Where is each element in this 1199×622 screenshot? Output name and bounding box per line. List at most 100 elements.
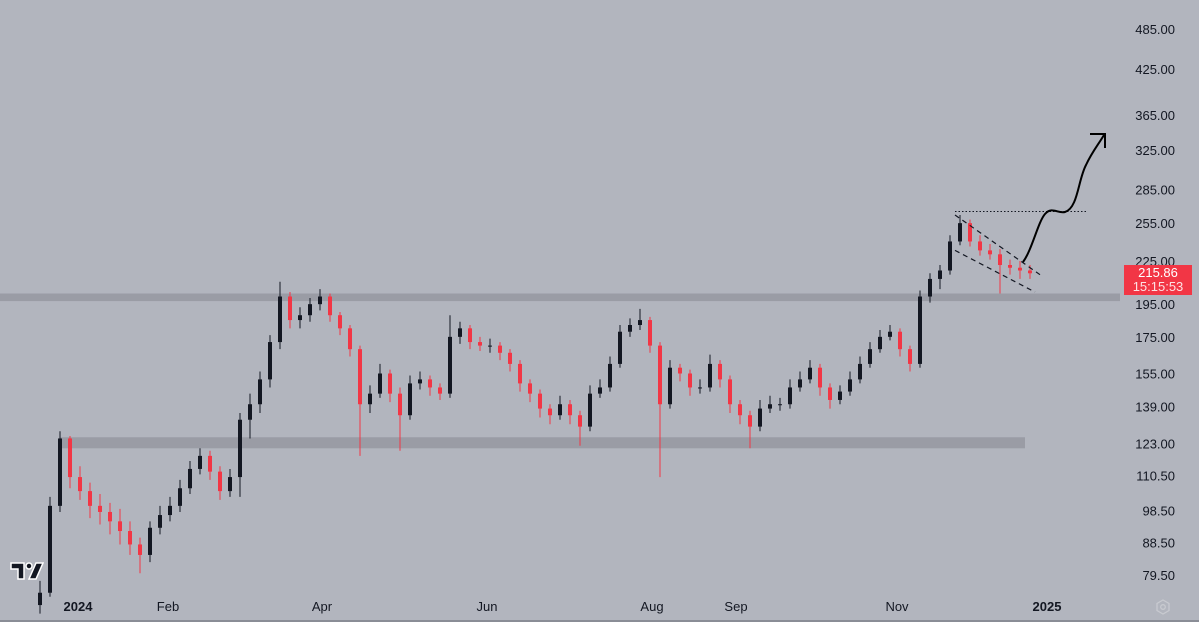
candle-body xyxy=(578,415,582,427)
price-axis[interactable]: 485.00 425.00 365.00 325.00 285.00 255.00 225.… xyxy=(1135,22,1175,583)
candle-body xyxy=(618,331,622,364)
candle-body xyxy=(598,387,602,394)
time-tick-label: Nov xyxy=(885,599,909,614)
candle-body xyxy=(928,278,932,297)
candle-body xyxy=(398,393,402,416)
candle-body xyxy=(818,367,822,388)
candle-body xyxy=(128,531,132,545)
candle-body xyxy=(998,254,1002,266)
candle-body xyxy=(948,241,952,271)
candle-body xyxy=(838,391,842,400)
candle-body xyxy=(198,455,202,469)
last-price-label: 215.86 15:15:53 xyxy=(1124,265,1192,296)
time-tick-label: Apr xyxy=(312,599,333,614)
price-tick-label: 175.00 xyxy=(1135,330,1175,345)
candle-body xyxy=(318,296,322,305)
candle-body xyxy=(768,404,772,409)
candle-body xyxy=(218,471,222,492)
candle-body xyxy=(548,408,552,416)
candle-body xyxy=(58,438,62,506)
candle-body xyxy=(958,223,962,242)
candle-body xyxy=(498,345,502,353)
candle-body xyxy=(558,404,562,416)
time-axis[interactable]: 2024 Feb Apr Jun Aug Sep Nov 2025 xyxy=(64,599,1062,614)
candle-body xyxy=(148,527,152,555)
candle-body xyxy=(108,511,112,522)
tradingview-logo[interactable] xyxy=(10,561,45,586)
candle-body xyxy=(908,349,912,364)
price-tick-label: 139.00 xyxy=(1135,399,1175,414)
candle-body xyxy=(248,404,252,420)
bar-countdown: 15:15:53 xyxy=(1132,279,1184,295)
candle-body xyxy=(138,544,142,555)
candle-body xyxy=(118,521,122,532)
price-tick-label: 88.50 xyxy=(1142,536,1175,551)
candle-body xyxy=(978,241,982,251)
settings-hexagon-icon[interactable] xyxy=(1155,599,1171,620)
candle-body xyxy=(1018,267,1022,271)
candle-body xyxy=(448,336,452,394)
candle-body xyxy=(188,468,192,489)
time-tick-label: Aug xyxy=(640,599,663,614)
candle-body xyxy=(208,455,212,472)
candle-body xyxy=(468,328,472,343)
candle-body xyxy=(648,320,652,346)
candle-body xyxy=(608,363,612,388)
price-tick-label: 195.00 xyxy=(1135,297,1175,312)
candle-body xyxy=(88,491,92,506)
candle-body xyxy=(338,315,342,329)
candle-body xyxy=(328,296,332,316)
candle-body xyxy=(78,477,82,492)
candle-body xyxy=(848,379,852,392)
candle-body xyxy=(478,342,482,346)
candle-body xyxy=(508,352,512,364)
candle-body xyxy=(298,315,302,321)
time-tick-label: Sep xyxy=(724,599,747,614)
support-zones xyxy=(0,293,1120,449)
price-tick-label: 123.00 xyxy=(1135,436,1175,451)
candle-body xyxy=(918,296,922,364)
candle-body xyxy=(68,438,72,478)
price-tick-label: 485.00 xyxy=(1135,22,1175,37)
candle-body xyxy=(168,505,172,516)
candle-body xyxy=(228,477,232,492)
arrow-head xyxy=(1090,133,1106,148)
last-price: 215.86 xyxy=(1138,265,1178,281)
candle-body xyxy=(528,383,532,394)
price-tick-label: 425.00 xyxy=(1135,62,1175,77)
price-tick-label: 225.00 xyxy=(1135,254,1175,269)
candle-body xyxy=(688,373,692,388)
time-tick-label: 2024 xyxy=(64,599,94,614)
candle-body xyxy=(158,515,162,528)
candle-body xyxy=(668,367,672,405)
candle-body xyxy=(778,404,782,406)
candle-body xyxy=(238,419,242,478)
candle-body xyxy=(878,336,882,350)
price-tick-label: 110.50 xyxy=(1136,469,1175,484)
candle-body xyxy=(748,415,752,427)
candles xyxy=(38,214,1032,614)
projection-arrow xyxy=(1022,134,1105,263)
candle-body xyxy=(358,349,362,405)
candle-body xyxy=(408,383,412,416)
candle-body xyxy=(278,296,282,343)
candle-body xyxy=(488,345,492,347)
price-tick-label: 155.00 xyxy=(1135,366,1175,381)
bottom-border xyxy=(0,620,1199,622)
candle-body xyxy=(48,505,52,593)
price-tick-label: 98.50 xyxy=(1142,503,1175,518)
candle-body xyxy=(538,393,542,409)
candle-body xyxy=(418,379,422,384)
drawings[interactable] xyxy=(954,133,1106,293)
channel-lower-line xyxy=(954,249,1036,293)
candle-body xyxy=(178,488,182,506)
candle-body xyxy=(738,404,742,416)
candle-body xyxy=(1008,265,1012,268)
candle-body xyxy=(828,387,832,400)
candle-body xyxy=(98,505,102,512)
candle-body xyxy=(888,331,892,337)
candle-body xyxy=(638,320,642,326)
time-tick-label: 2025 xyxy=(1033,599,1062,614)
time-tick-label: Jun xyxy=(477,599,498,614)
